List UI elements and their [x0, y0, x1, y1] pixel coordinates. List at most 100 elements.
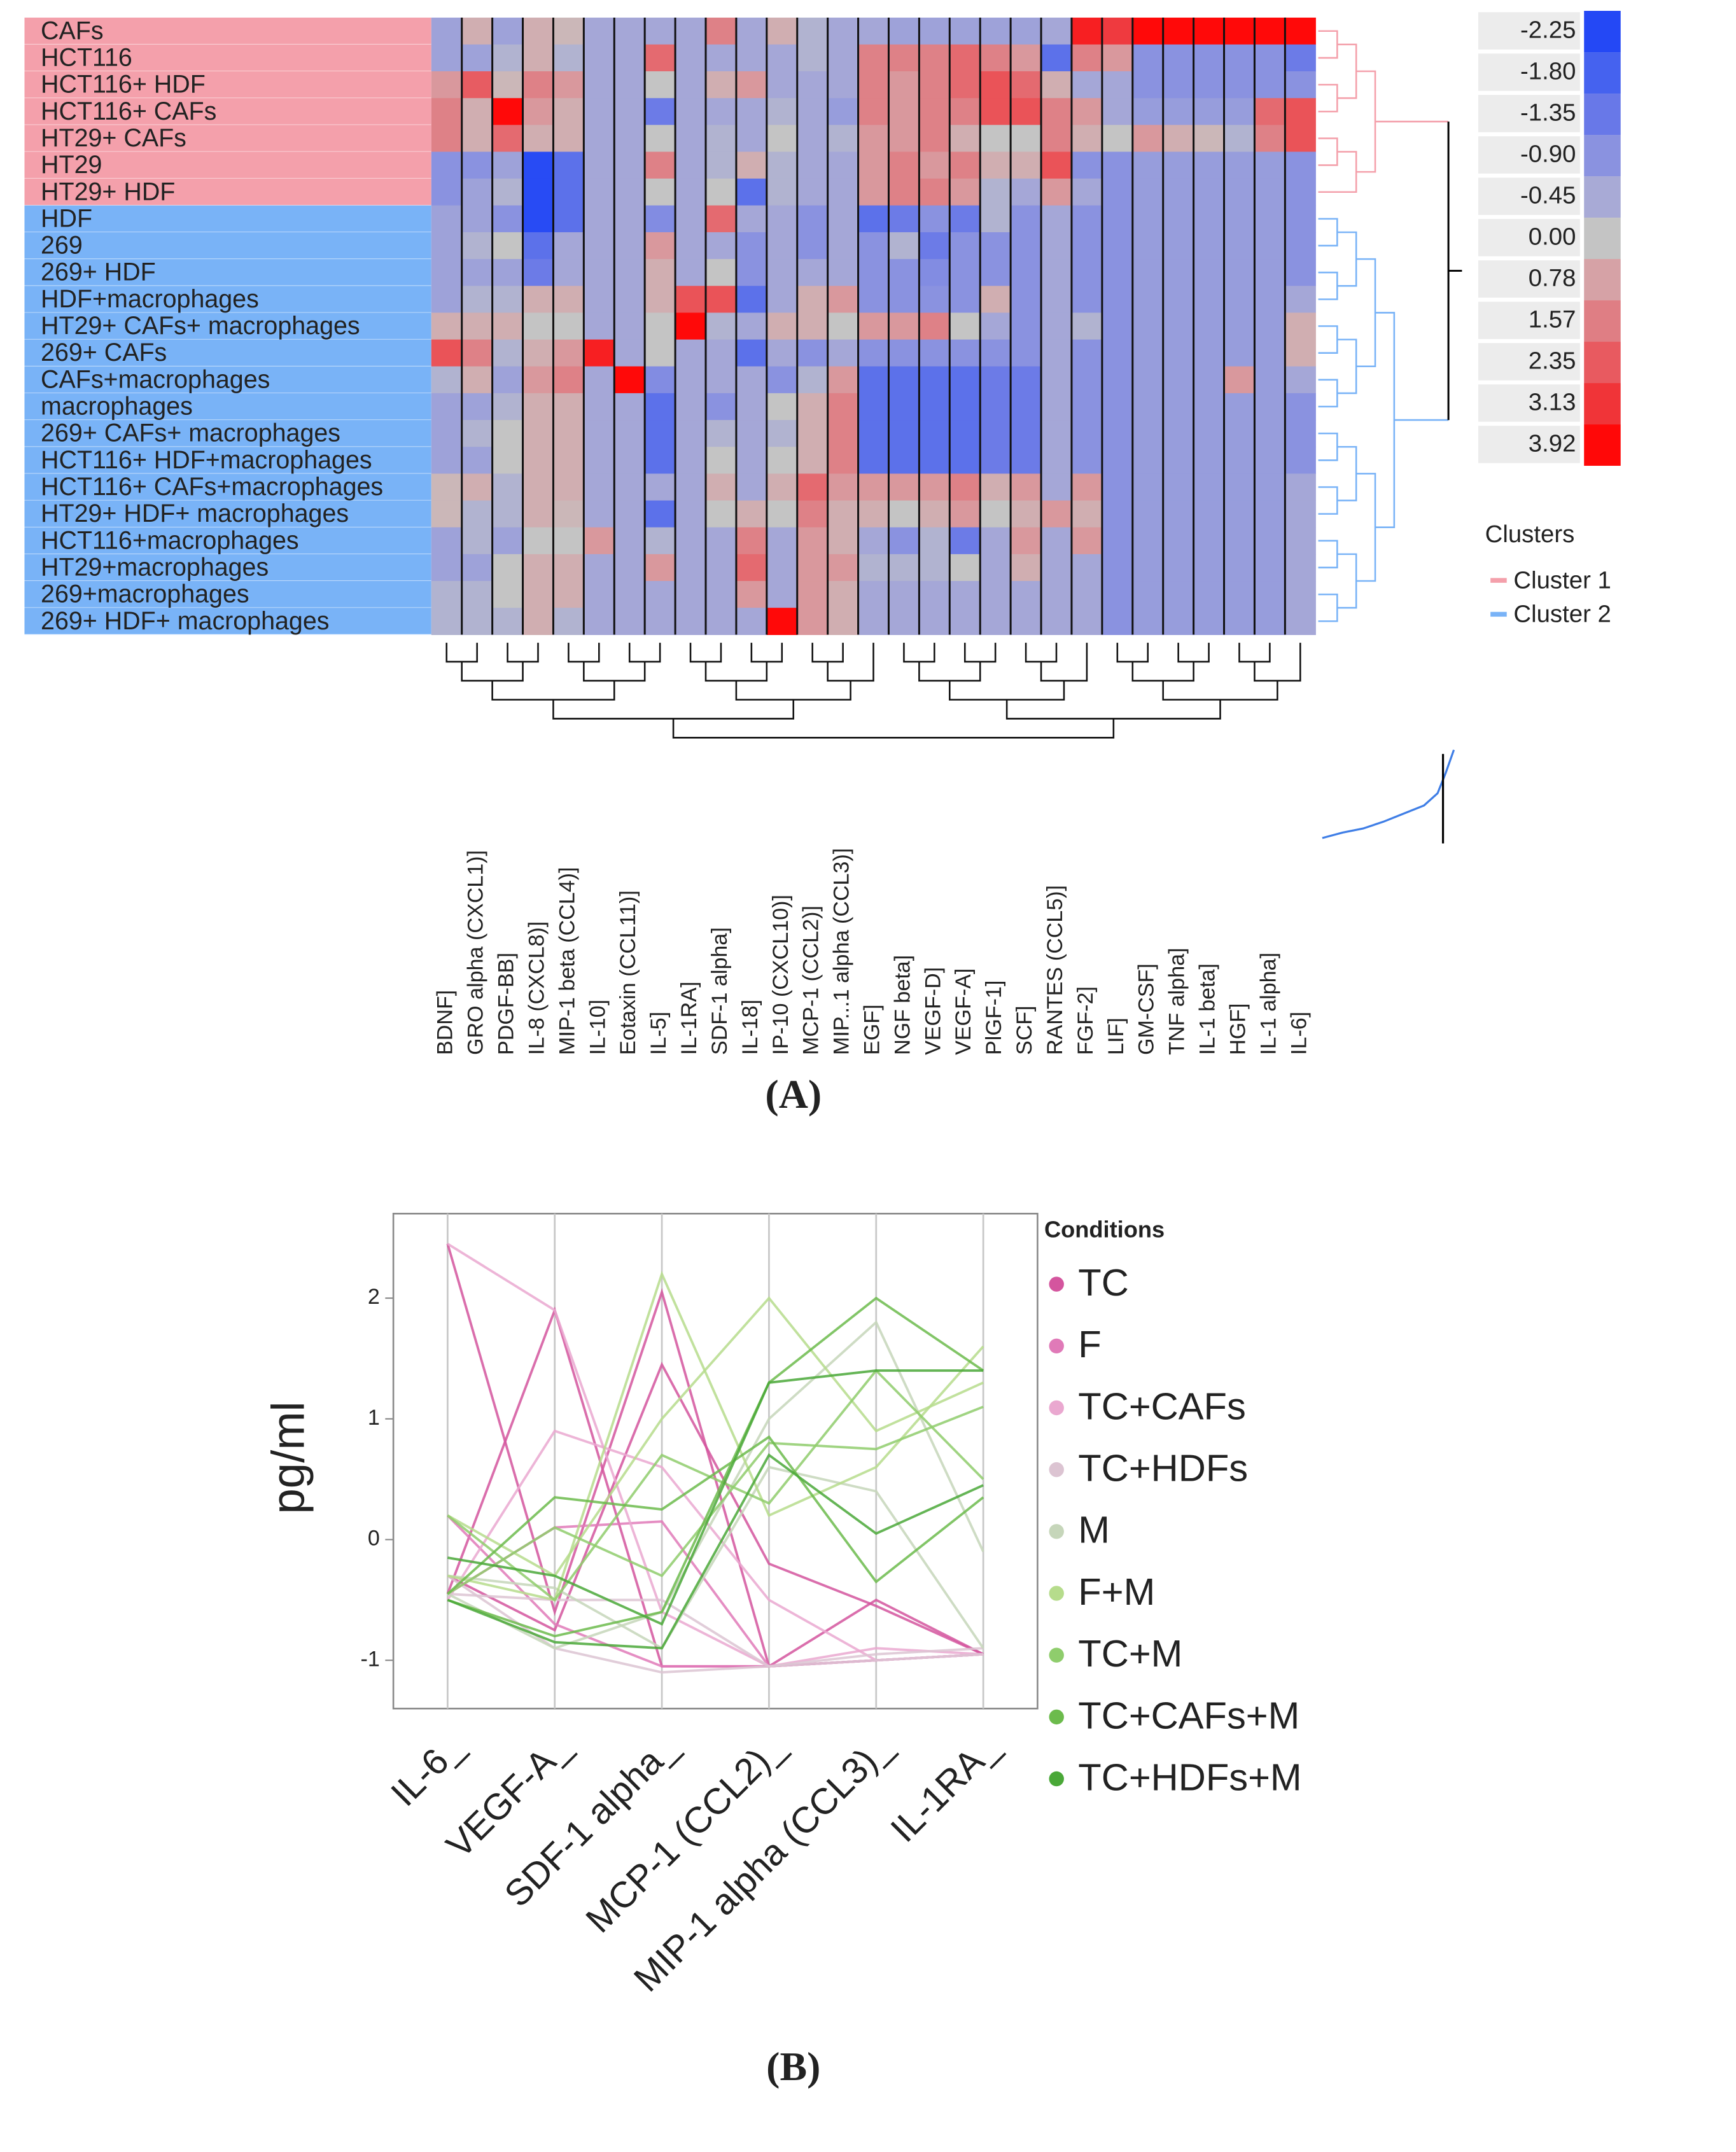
legend-swatch: [1584, 342, 1621, 384]
heatmap-cell: [797, 554, 829, 582]
heatmap-cell: [614, 500, 645, 528]
heatmap-cell: [1224, 554, 1256, 582]
heatmap-cell: [1071, 420, 1103, 447]
heatmap-cell: [858, 608, 890, 635]
heatmap-cell: [766, 312, 798, 340]
column-dendrogram: [918, 661, 981, 682]
heatmap-cell: [1285, 554, 1316, 582]
heatmap-cell: [1041, 500, 1072, 528]
heatmap-cell: [614, 205, 645, 233]
profile-line: [447, 1270, 984, 1602]
column-label: MIP...1 alpha (CCL3)]: [830, 848, 854, 1055]
heatmap-cell: [1224, 420, 1256, 447]
heatmap-cell: [431, 500, 463, 528]
heatmap-cell: [461, 527, 493, 555]
heatmap-cell: [888, 473, 920, 501]
heatmap-cell: [888, 259, 920, 286]
heatmap-cell: [1132, 98, 1164, 125]
heatmap-cell: [706, 232, 737, 260]
row-dendrogram: [1318, 30, 1338, 59]
heatmap-cell: [614, 312, 645, 340]
heatmap-cell: [980, 17, 1011, 45]
heatmap-cell: [1132, 286, 1164, 314]
legend-label: TC+CAFs+M: [1078, 1694, 1299, 1736]
heatmap-cell: [614, 125, 645, 153]
legend-title: Conditions: [1044, 1217, 1165, 1243]
heatmap-cell: [1041, 259, 1072, 286]
heatmap-cell: [919, 554, 950, 582]
heatmap-cell: [675, 554, 706, 582]
heatmap-cell: [858, 44, 890, 72]
heatmap-cell: [827, 473, 859, 501]
heatmap-cell: [888, 393, 920, 421]
heatmap-cell: [766, 500, 798, 528]
heatmap-cell: [1041, 125, 1072, 153]
heatmap-cell: [1132, 393, 1164, 421]
heatmap-cell: [1011, 420, 1042, 447]
column-dendrogram: [583, 661, 646, 682]
row-dendrogram: [1318, 137, 1338, 166]
heatmap-cell: [1193, 473, 1225, 501]
legend-tick-label: -1.80: [1520, 58, 1576, 85]
heatmap-cell: [1193, 581, 1225, 608]
heatmap-cell: [553, 581, 584, 608]
column-dendrogram: [735, 680, 851, 701]
heatmap-cell: [461, 98, 493, 125]
heatmap-cell: [980, 125, 1011, 153]
row-label: HDF+macrophages: [41, 285, 259, 313]
heatmap-cell: [675, 527, 706, 555]
row-label-bg: [24, 554, 431, 582]
heatmap-cell: [614, 151, 645, 179]
heatmap-cell: [1163, 44, 1194, 72]
heatmap-cell: [1224, 312, 1256, 340]
heatmap-cell: [980, 500, 1011, 528]
heatmap-cell: [980, 473, 1011, 501]
column-dendrogram: [1177, 643, 1210, 663]
heatmap-cell: [614, 98, 645, 125]
heatmap-cell: [1011, 581, 1042, 608]
heatmap-cell: [827, 608, 859, 635]
heatmap-cell: [1254, 98, 1285, 125]
heatmap-cell: [1163, 312, 1194, 340]
heatmap-cell: [888, 339, 920, 367]
y-tick-label: 2: [368, 1285, 380, 1309]
heatmap-cell: [553, 44, 584, 72]
row-label: 269+ HDF: [41, 258, 156, 286]
heatmap-cell: [919, 527, 950, 555]
heatmap-cell: [1285, 286, 1316, 314]
heatmap-cell: [492, 125, 524, 153]
heatmap-cell: [706, 98, 737, 125]
heatmap-cell: [1224, 71, 1256, 99]
legend-marker: [1049, 1462, 1064, 1478]
x-tick-label: IL-6_: [383, 1726, 472, 1814]
cumulative-curve: [1322, 749, 1455, 839]
heatmap-cell: [1285, 366, 1316, 394]
heatmap-cell: [645, 44, 676, 72]
legend-tick-label: -2.25: [1520, 17, 1576, 44]
heatmap-cell: [1285, 44, 1316, 72]
heatmap-cell: [645, 339, 676, 367]
heatmap-cell: [1285, 232, 1316, 260]
heatmap-cell: [461, 259, 493, 286]
heatmap-cell: [492, 98, 524, 125]
profile-line: [447, 1406, 984, 1595]
heatmap-cell: [858, 366, 890, 394]
heatmap-cell: [1254, 527, 1285, 555]
heatmap-cell: [949, 259, 981, 286]
legend-label: TC+HDFs+M: [1078, 1756, 1301, 1798]
heatmap-cell: [675, 205, 706, 233]
heatmap-cell: [919, 581, 950, 608]
heatmap-cell: [1132, 151, 1164, 179]
heatmap-cell: [645, 151, 676, 179]
heatmap-cell: [645, 98, 676, 125]
heatmap-cell: [827, 527, 859, 555]
heatmap-cell: [1254, 125, 1285, 153]
row-label: HT29+ HDF+ macrophages: [41, 500, 349, 528]
heatmap-cell: [797, 259, 829, 286]
row-dendrogram: [1318, 325, 1338, 354]
legend-swatch: [1584, 11, 1621, 53]
heatmap-cell: [1163, 608, 1194, 635]
heatmap-cell: [675, 232, 706, 260]
heatmap-cell: [553, 178, 584, 206]
heatmap-cell: [675, 151, 706, 179]
